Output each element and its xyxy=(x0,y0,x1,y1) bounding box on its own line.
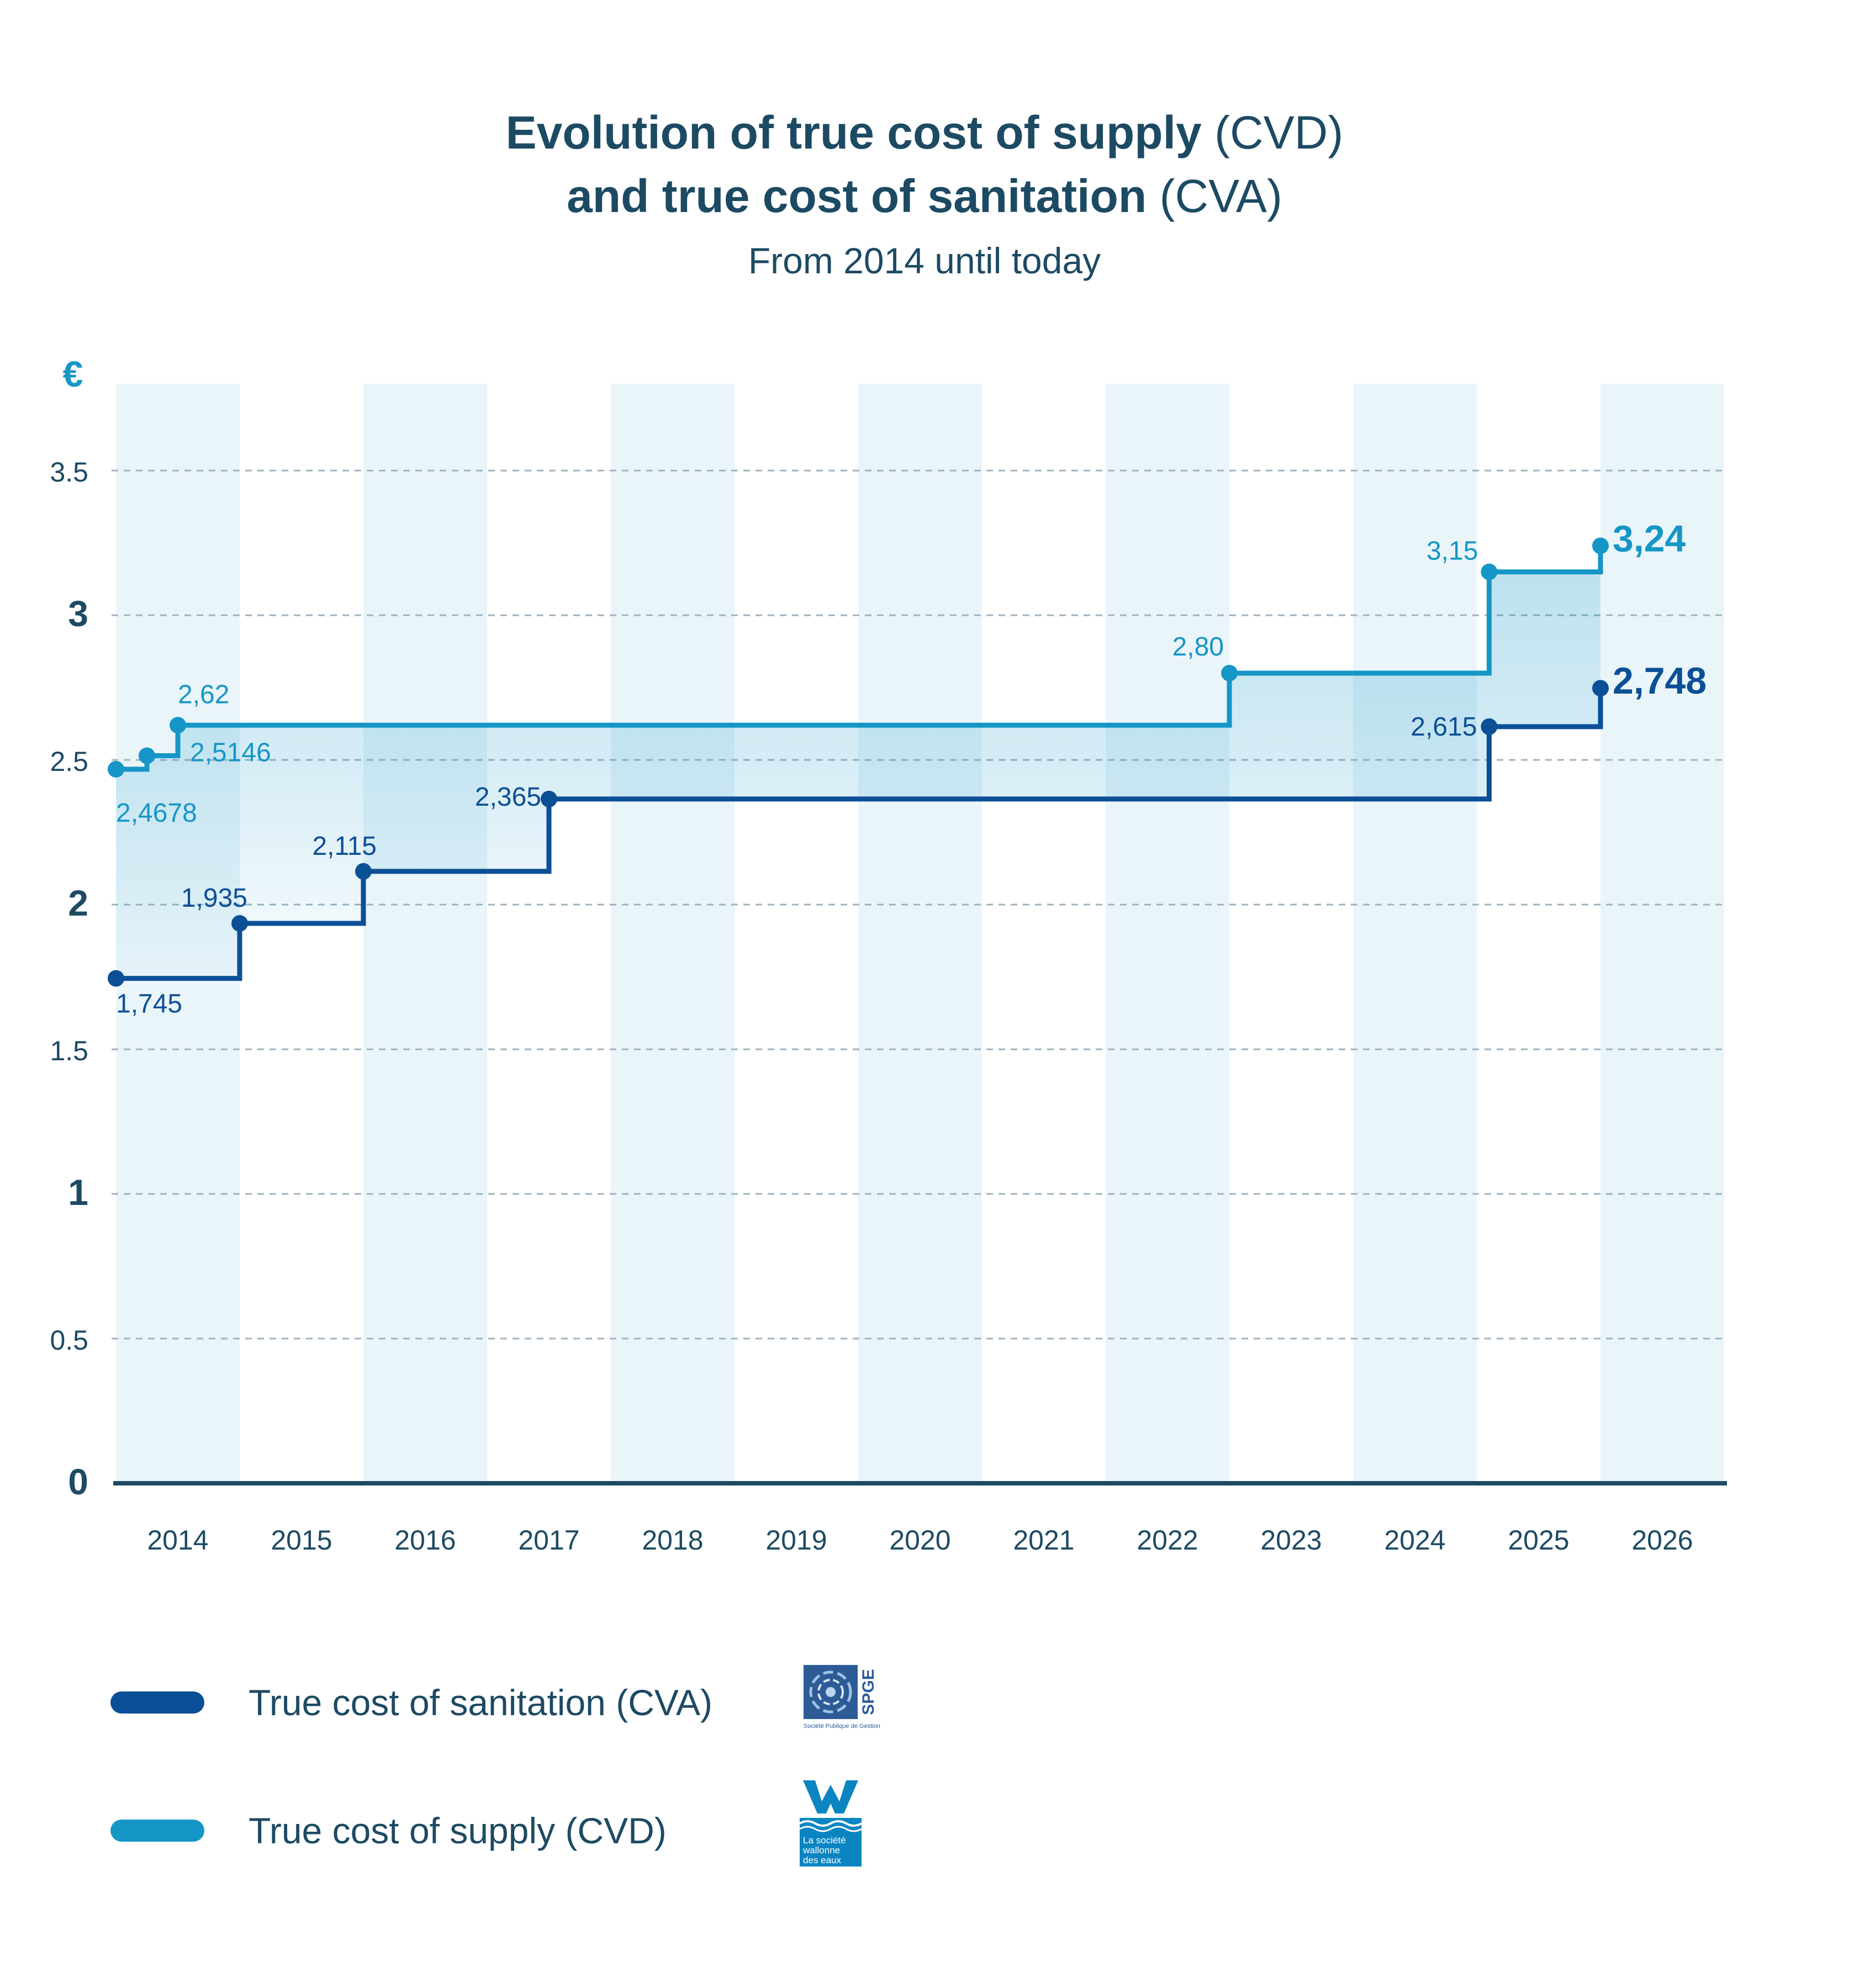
title-normal-1: (CVD) xyxy=(1214,107,1344,158)
swde-logo: La société wallonne des eaux xyxy=(800,1780,862,1867)
y-tick-label: 2.5 xyxy=(50,746,88,777)
title-bold-2: and true cost of sanitation xyxy=(567,170,1147,222)
spge-logo: SPGE Société Publique de Gestion de l'Ea… xyxy=(804,1665,881,1730)
x-tick-label: 2015 xyxy=(271,1525,332,1556)
column-band-2018 xyxy=(611,384,735,1483)
y-tick-label: 3.5 xyxy=(50,457,88,488)
x-tick-label: 2017 xyxy=(518,1525,579,1556)
spge-logo-text: SPGE xyxy=(859,1669,878,1715)
y-tick-label: 0 xyxy=(68,1461,88,1502)
y-tick-label: 1 xyxy=(68,1172,88,1213)
data-label-cva: 2,615 xyxy=(1410,712,1477,742)
data-label-cva: 2,365 xyxy=(475,782,541,812)
data-point-cva xyxy=(231,915,248,932)
data-point-cva xyxy=(355,863,372,880)
x-tick-label: 2019 xyxy=(765,1525,827,1556)
data-label-cvd: 2,4678 xyxy=(116,799,197,828)
title-normal-2: (CVA) xyxy=(1159,170,1282,222)
swde-caption-1: La société xyxy=(803,1835,846,1846)
title-bold-1: Evolution of true cost of supply xyxy=(505,107,1202,158)
x-tick-label: 2016 xyxy=(394,1525,456,1556)
chart-subtitle: From 2014 until today xyxy=(748,240,1101,281)
x-tick-label: 2014 xyxy=(147,1525,208,1556)
x-tick-label: 2020 xyxy=(889,1525,950,1556)
data-point-cvd xyxy=(1481,563,1498,580)
data-label-cvd: 2,5146 xyxy=(190,738,271,767)
x-tick-label: 2021 xyxy=(1013,1525,1074,1556)
data-label-cva: 2,115 xyxy=(312,832,377,861)
y-unit-label: € xyxy=(63,353,83,394)
data-label-cvd: 2,80 xyxy=(1172,632,1224,662)
y-tick-label: 2 xyxy=(68,882,88,923)
x-tick-label: 2018 xyxy=(642,1525,703,1556)
data-label-cvd: 2,62 xyxy=(178,680,229,709)
data-point-cvd xyxy=(139,747,155,764)
data-label-cva: 2,748 xyxy=(1613,660,1707,702)
swde-caption-3: des eaux xyxy=(803,1855,841,1865)
data-point-cvd xyxy=(108,761,124,778)
data-label-cvd: 3,24 xyxy=(1613,517,1686,559)
chart-title-line-2: and true cost of sanitation (CVA) xyxy=(0,168,1849,224)
data-point-cva xyxy=(1592,680,1609,697)
column-band-2020 xyxy=(858,384,982,1483)
spge-logo-caption: Société Publique de Gestion de l'Eau xyxy=(804,1723,881,1730)
chart-title-line-1: Evolution of true cost of supply (CVD) xyxy=(0,105,1849,160)
data-point-cva xyxy=(541,790,557,807)
x-tick-label: 2022 xyxy=(1137,1525,1198,1556)
swde-caption-2: wallonne xyxy=(802,1845,840,1855)
y-tick-label: 0.5 xyxy=(50,1325,88,1356)
column-band-2016 xyxy=(363,384,487,1483)
x-tick-label: 2023 xyxy=(1260,1525,1322,1556)
x-tick-label: 2025 xyxy=(1508,1525,1569,1556)
column-band-2024 xyxy=(1353,384,1477,1483)
data-point-cvd xyxy=(170,717,186,734)
data-label-cva: 1,745 xyxy=(116,990,182,1019)
data-label-cvd: 3,15 xyxy=(1427,537,1478,566)
data-label-cva: 1,935 xyxy=(181,884,247,913)
y-tick-label: 1.5 xyxy=(50,1035,88,1066)
series-line-cva xyxy=(116,688,1603,981)
column-band-2026 xyxy=(1600,384,1724,1483)
data-point-cva xyxy=(108,970,124,987)
x-tick-label: 2024 xyxy=(1384,1525,1445,1556)
data-point-cvd xyxy=(1592,537,1609,554)
data-point-cva xyxy=(1481,718,1498,735)
column-band-2022 xyxy=(1106,384,1229,1483)
y-tick-label: 3 xyxy=(68,593,88,634)
data-point-cvd xyxy=(1221,664,1238,681)
x-tick-label: 2026 xyxy=(1631,1525,1693,1556)
